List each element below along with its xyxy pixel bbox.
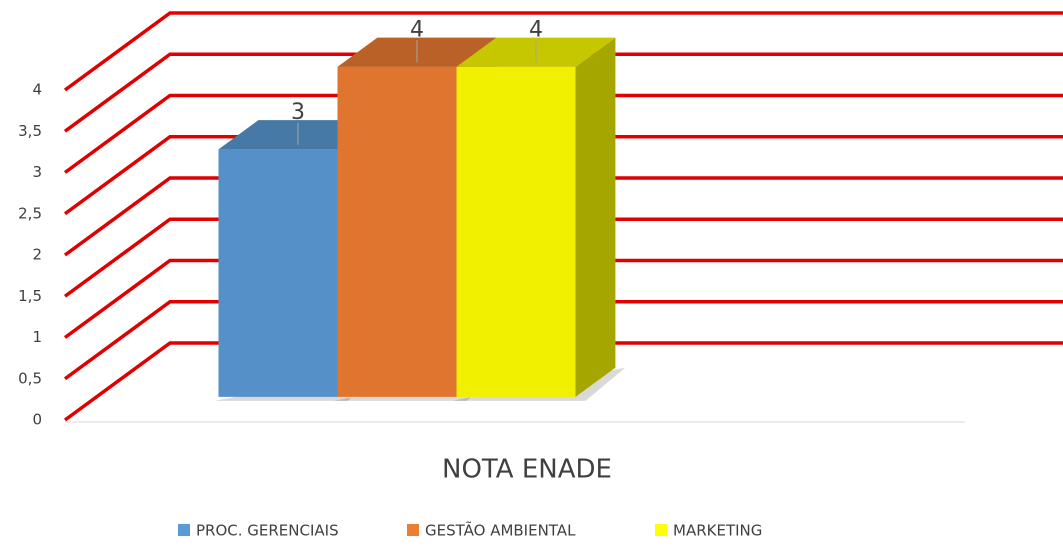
y-tick-label: 2 <box>32 246 42 264</box>
grid-line <box>63 52 1063 133</box>
legend-swatch <box>407 524 419 536</box>
y-tick-label: 3,5 <box>18 122 42 140</box>
legend-swatch <box>655 524 667 536</box>
y-tick-label: 2,5 <box>18 204 42 222</box>
y-tick-label: 1 <box>32 328 42 346</box>
y-tick-label: 1,5 <box>18 287 42 305</box>
grid-line <box>63 11 1063 92</box>
grid-line <box>63 93 1063 174</box>
bar-front-shade <box>456 66 576 397</box>
y-tick-label: 0 <box>32 411 42 429</box>
grid-line <box>63 258 1063 339</box>
grid-line <box>63 217 1063 298</box>
bar-front <box>337 66 457 397</box>
legend-label: MARKETING <box>673 522 762 540</box>
bar-front <box>456 66 576 397</box>
bar-side <box>575 37 616 397</box>
bar-front-shade <box>218 149 338 397</box>
legend-label: PROC. GERENCIAIS <box>196 522 339 540</box>
y-tick-label: 3 <box>32 163 42 181</box>
grid-line <box>63 135 1063 216</box>
grid-line <box>63 300 1063 381</box>
y-tick-label: 0,5 <box>18 369 42 387</box>
x-category-label: NOTA ENADE <box>442 455 612 485</box>
bar-front-shade <box>337 66 457 397</box>
data-label: 4 <box>529 17 543 42</box>
data-label: 3 <box>291 100 305 125</box>
bar-front <box>218 149 338 397</box>
y-tick-label: 4 <box>32 81 42 99</box>
legend-swatch <box>178 524 190 536</box>
bar-side-shade <box>575 37 616 397</box>
bar <box>452 37 626 401</box>
data-label: 4 <box>410 17 424 42</box>
grid-line <box>63 341 1063 422</box>
grid-line <box>63 176 1063 257</box>
legend-label: GESTÃO AMBIENTAL <box>425 521 576 540</box>
